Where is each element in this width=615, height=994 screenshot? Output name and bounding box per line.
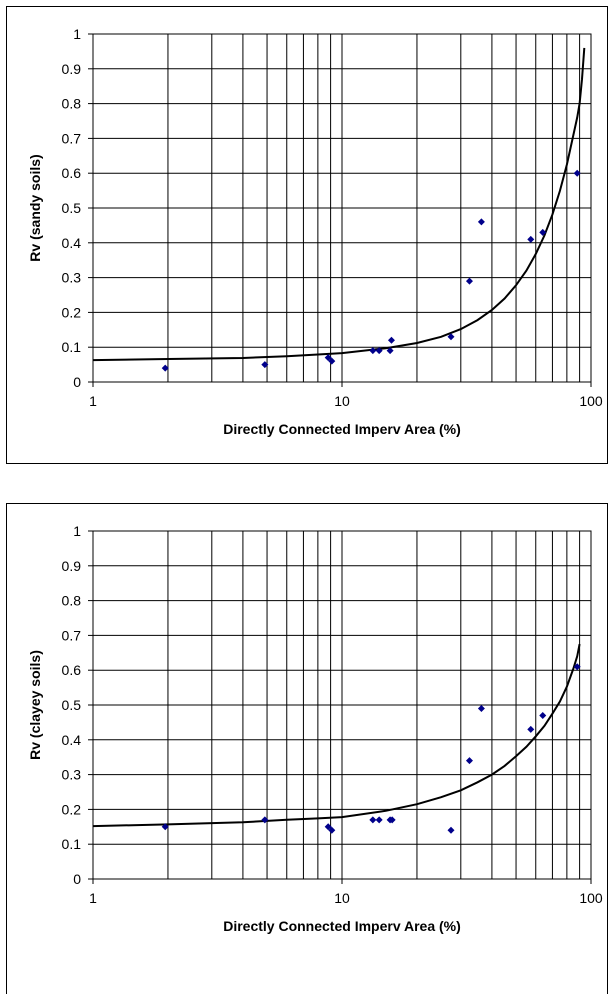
trend-line [92,47,586,362]
plot-area [92,33,592,383]
gridlines [88,530,592,884]
y-tick-label: 0.1 [62,836,82,852]
data-point [527,235,535,243]
data-point [573,663,581,671]
data-point [477,218,485,226]
x-axis-title: Directly Connected Imperv Area (%) [223,918,461,934]
y-tick-label: 0.6 [62,662,82,678]
data-point [447,826,455,834]
y-tick-label: 0.7 [62,627,82,643]
data-points [161,169,581,372]
data-point [386,347,394,355]
y-tick-label: 0.3 [62,767,82,783]
data-point [369,347,377,355]
y-tick-label: 0.5 [62,697,82,713]
x-tick-label: 100 [579,890,603,906]
x-tick-label: 1 [89,393,97,409]
y-tick-label: 0.7 [62,130,82,146]
chart-clayey-soils: 0 0.1 0.2 0.3 0.4 0.5 0.6 0.7 0.8 0.9 1 1 10 100 Dire… [6,503,608,994]
chart-frame [6,6,608,464]
data-point [539,228,547,236]
data-point [375,816,383,824]
tick-labels: 0 0.1 0.2 0.3 0.4 0.5 0.6 0.7 0.8 0.9 1 1 10 100 [62,523,603,906]
y-axis-title: Rv (clayey soils) [27,650,43,760]
data-point [161,364,169,372]
data-point [328,826,336,834]
data-point [477,704,485,712]
trend-line [92,643,581,828]
y-tick-label: 0.3 [62,270,82,286]
y-tick-label: 0 [73,871,81,887]
data-point [539,711,547,719]
y-tick-label: 0.1 [62,339,82,355]
x-axis-title: Directly Connected Imperv Area (%) [223,421,461,437]
plot-area [92,530,592,880]
x-tick-label: 10 [334,393,350,409]
x-tick-label: 100 [579,393,603,409]
data-point [465,757,473,765]
data-point [465,277,473,285]
y-tick-label: 0.2 [62,801,82,817]
y-tick-label: 0.8 [62,593,82,609]
tick-labels: 0 0.1 0.2 0.3 0.4 0.5 0.6 0.7 0.8 0.9 1 1 10 100 [62,26,603,409]
data-point [369,816,377,824]
data-point [388,816,396,824]
data-points [161,663,581,834]
y-tick-label: 0.4 [62,235,82,251]
data-point [261,816,269,824]
y-tick-label: 0 [73,374,81,390]
x-tick-label: 1 [89,890,97,906]
data-point [387,336,395,344]
y-tick-label: 0.4 [62,732,82,748]
trend-curve [92,47,586,362]
y-tick-label: 1 [73,26,81,42]
y-tick-label: 0.9 [62,558,82,574]
data-point [324,354,332,362]
y-axis-title: Rv (sandy soils) [27,154,43,261]
chart-sandy-soils: 0 0.1 0.2 0.3 0.4 0.5 0.6 0.7 0.8 0.9 1 1 10 100 Dire… [6,6,608,464]
y-tick-label: 0.5 [62,200,82,216]
data-point [328,357,336,365]
data-point [573,169,581,177]
data-point [324,823,332,831]
data-point [447,333,455,341]
y-tick-label: 0.9 [62,61,82,77]
data-point [375,347,383,355]
data-point [527,725,535,733]
x-tick-label: 10 [334,890,350,906]
trend-curve [92,643,581,828]
data-point [161,823,169,831]
chart-frame [6,503,608,994]
y-tick-label: 1 [73,523,81,539]
y-tick-label: 0.8 [62,96,82,112]
y-tick-label: 0.2 [62,304,82,320]
y-tick-label: 0.6 [62,165,82,181]
data-point [261,361,269,369]
